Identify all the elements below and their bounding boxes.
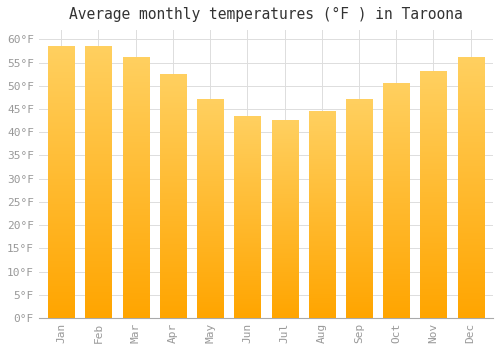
- Title: Average monthly temperatures (°F ) in Taroona: Average monthly temperatures (°F ) in Ta…: [69, 7, 463, 22]
